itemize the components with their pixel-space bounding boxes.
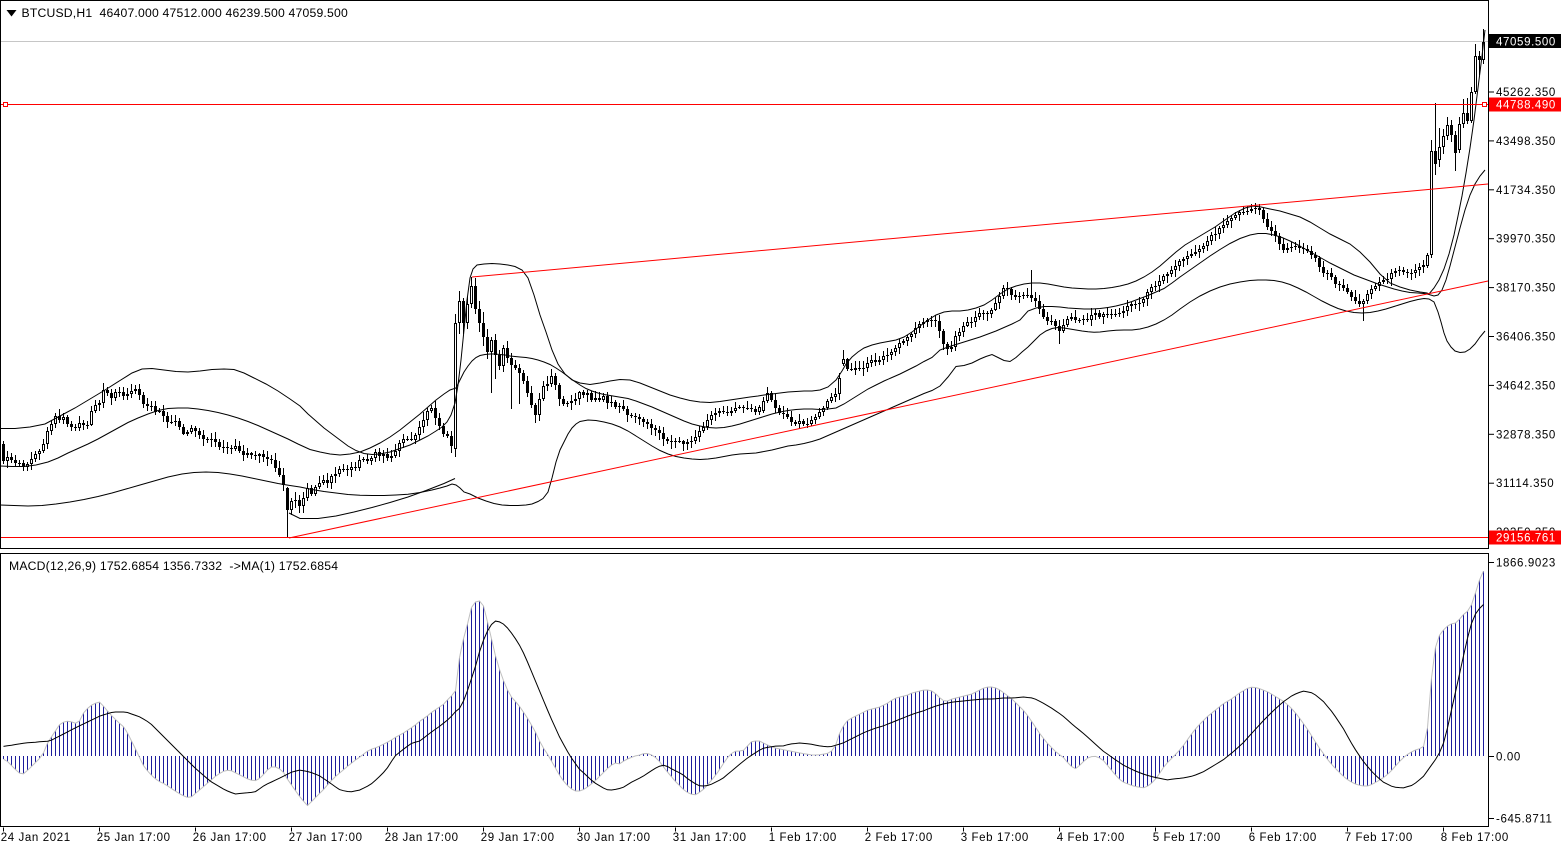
svg-text:2 Feb 17:00: 2 Feb 17:00 (865, 832, 933, 844)
svg-text:36406.350: 36406.350 (1496, 332, 1556, 344)
svg-text:MACD(12,26,9) 1752.6854 1356.7: MACD(12,26,9) 1752.6854 1356.7332 ->MA(1… (9, 559, 338, 573)
svg-text:7 Feb 17:00: 7 Feb 17:00 (1345, 832, 1413, 844)
svg-text:27 Jan 17:00: 27 Jan 17:00 (289, 832, 363, 844)
svg-text:28 Jan 17:00: 28 Jan 17:00 (385, 832, 459, 844)
svg-text:4 Feb 17:00: 4 Feb 17:00 (1057, 832, 1125, 844)
svg-text:-645.8711: -645.8711 (1496, 814, 1553, 826)
svg-text:29 Jan 17:00: 29 Jan 17:00 (481, 832, 555, 844)
svg-text:25 Jan 17:00: 25 Jan 17:00 (97, 832, 171, 844)
svg-text:5 Feb 17:00: 5 Feb 17:00 (1153, 832, 1221, 844)
svg-text:44788.490: 44788.490 (1496, 100, 1556, 112)
svg-text:1 Feb 17:00: 1 Feb 17:00 (769, 832, 837, 844)
svg-text:32878.350: 32878.350 (1496, 429, 1556, 441)
svg-text:31 Jan 17:00: 31 Jan 17:00 (673, 832, 747, 844)
svg-text:BTCUSD,H1 46407.000 47512.000: BTCUSD,H1 46407.000 47512.000 46239.500 … (22, 6, 348, 20)
svg-text:26 Jan 17:00: 26 Jan 17:00 (193, 832, 267, 844)
svg-text:29156.761: 29156.761 (1496, 533, 1556, 545)
svg-text:8 Feb 17:00: 8 Feb 17:00 (1441, 832, 1509, 844)
svg-text:1866.9023: 1866.9023 (1496, 558, 1556, 570)
svg-text:0.00: 0.00 (1496, 752, 1521, 764)
svg-text:43498.350: 43498.350 (1496, 136, 1556, 148)
svg-text:41734.350: 41734.350 (1496, 185, 1556, 197)
svg-text:6 Feb 17:00: 6 Feb 17:00 (1249, 832, 1317, 844)
svg-text:47059.500: 47059.500 (1496, 37, 1556, 49)
svg-text:45262.350: 45262.350 (1496, 87, 1556, 99)
svg-text:30 Jan 17:00: 30 Jan 17:00 (577, 832, 651, 844)
svg-text:24 Jan 2021: 24 Jan 2021 (1, 832, 71, 844)
svg-text:3 Feb 17:00: 3 Feb 17:00 (961, 832, 1029, 844)
svg-text:34642.350: 34642.350 (1496, 380, 1556, 392)
svg-text:31114.350: 31114.350 (1496, 478, 1554, 490)
svg-text:39970.350: 39970.350 (1496, 234, 1556, 246)
svg-text:38170.350: 38170.350 (1496, 283, 1556, 295)
